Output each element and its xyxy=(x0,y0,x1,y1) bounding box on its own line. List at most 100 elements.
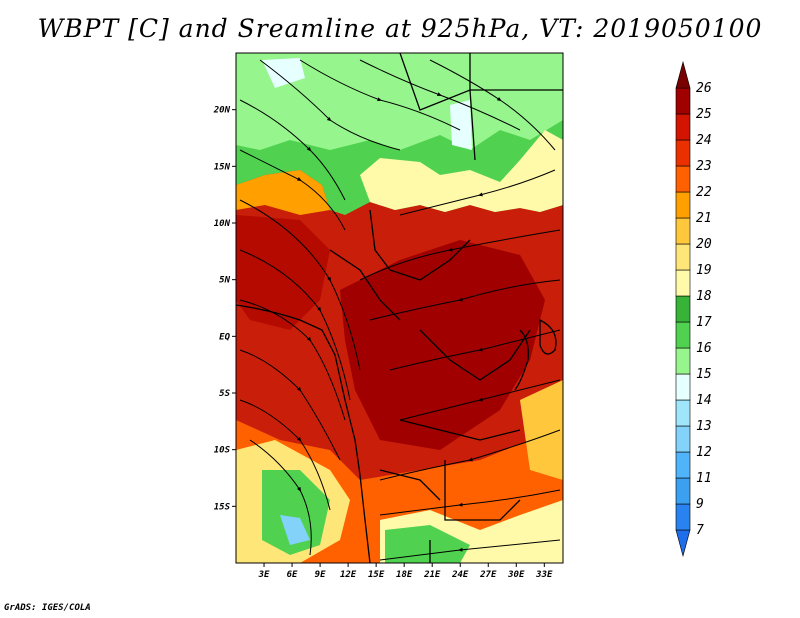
colorbar-label: 19 xyxy=(696,263,712,278)
colorbar-swatch xyxy=(675,451,691,479)
colorbar-swatch xyxy=(675,295,691,323)
colorbar-swatch xyxy=(675,243,691,271)
lat-tick-label: 10N xyxy=(214,219,231,229)
colorbar-swatch xyxy=(675,87,691,115)
wbpt-field-sahel-yellow xyxy=(360,130,563,212)
plot-frame xyxy=(235,52,564,564)
colorbar-swatch xyxy=(675,217,691,245)
colorbar-max-triangle xyxy=(675,60,691,89)
colorbar-swatch xyxy=(675,425,691,453)
lon-tick-label: 27E xyxy=(479,570,497,580)
colorbar-label: 22 xyxy=(696,185,712,200)
colorbar-label: 17 xyxy=(696,315,712,330)
streamline xyxy=(399,379,561,421)
border xyxy=(329,249,401,321)
border xyxy=(469,53,563,91)
colorbar-label: 14 xyxy=(696,393,712,408)
border xyxy=(399,419,521,441)
colorbar-label: 15 xyxy=(696,367,712,382)
colorbar: 7 9 11 12 13 14 15 16 17 18 19 20 21 22 23 24 25 26 xyxy=(675,60,712,558)
coastline xyxy=(236,304,371,563)
colorbar-swatch xyxy=(675,503,691,531)
streamline xyxy=(379,539,561,561)
wbpt-field-east-yellow xyxy=(520,380,563,480)
colorbar-label: 23 xyxy=(696,159,712,174)
colorbar-swatch xyxy=(675,399,691,427)
colorbar-swatch xyxy=(675,113,691,141)
streamline xyxy=(379,429,561,481)
streamline xyxy=(299,59,461,131)
colorbar-swatch xyxy=(675,477,691,505)
wbpt-field-southeast-green xyxy=(385,525,470,563)
streamline xyxy=(239,349,341,461)
colorbar-label: 21 xyxy=(696,211,712,226)
lat-tick-label: 10S xyxy=(214,446,231,456)
streamline xyxy=(239,99,346,201)
lat-tick-label: 15S xyxy=(214,502,231,512)
streamline xyxy=(359,59,521,131)
border xyxy=(369,209,471,281)
colorbar-label: 9 xyxy=(696,497,704,512)
colorbar-swatch xyxy=(675,191,691,219)
colorbar-min-triangle xyxy=(675,529,691,558)
colorbar-label: 26 xyxy=(696,81,712,96)
colorbar-label: 16 xyxy=(696,341,712,356)
colorbar-swatch xyxy=(675,165,691,193)
wbpt-field-north-pale-2 xyxy=(450,100,472,150)
streamline xyxy=(369,279,561,321)
streamline xyxy=(399,169,556,216)
streamline xyxy=(379,489,561,516)
lat-tick-label: 15N xyxy=(214,162,231,172)
wbpt-field-north-pale xyxy=(262,58,305,88)
streamline xyxy=(239,299,346,421)
lake-outline xyxy=(539,318,557,355)
lon-tick-label: 21E xyxy=(423,570,441,580)
plot-area xyxy=(236,53,563,563)
colorbar-swatch xyxy=(675,347,691,375)
colorbar-label: 25 xyxy=(696,107,712,122)
longitude-axis: 3E 6E 9E 12E 15E 18E 21E 24E 27E 30E 33E xyxy=(258,563,553,580)
lon-tick-label: 9E xyxy=(315,570,326,580)
border xyxy=(379,469,441,501)
wbpt-field-west-hot xyxy=(236,215,330,330)
wbpt-field-sahel-orange xyxy=(236,170,330,215)
lon-tick-label: 12E xyxy=(340,570,357,580)
streamline xyxy=(239,249,351,401)
colorbar-label: 20 xyxy=(696,237,712,252)
streamlines xyxy=(239,59,561,561)
wbpt-field-south-green xyxy=(262,470,330,555)
border xyxy=(399,53,476,161)
lon-tick-label: 3E xyxy=(258,570,270,580)
colorbar-swatch xyxy=(675,139,691,167)
lon-tick-label: 15E xyxy=(368,570,385,580)
colorbar-label: 13 xyxy=(696,419,712,434)
lon-tick-label: 18E xyxy=(396,570,413,580)
lon-tick-label: 6E xyxy=(287,570,298,580)
borders xyxy=(236,53,563,563)
streamline xyxy=(259,59,401,151)
streamline xyxy=(239,199,361,371)
lon-tick-label: 30E xyxy=(507,570,525,580)
lake-outline xyxy=(514,329,529,391)
colorbar-swatch xyxy=(675,321,691,349)
lat-tick-label: EQ xyxy=(219,332,230,342)
border xyxy=(444,460,521,521)
lon-tick-label: 33E xyxy=(535,570,553,580)
border xyxy=(419,329,531,381)
colorbar-label: 24 xyxy=(696,133,712,148)
lat-tick-label: 5S xyxy=(219,389,230,399)
colorbar-swatch xyxy=(675,373,691,401)
lon-tick-label: 24E xyxy=(451,570,469,580)
latitude-axis: 20N 15N 10N 5N EQ 5S 10S 15S xyxy=(213,106,236,512)
streamline xyxy=(389,329,561,371)
colorbar-label: 7 xyxy=(696,523,704,538)
wbpt-field-south-blue xyxy=(280,515,310,545)
lat-tick-label: 20N xyxy=(213,106,231,116)
colorbar-label: 11 xyxy=(696,471,712,486)
grads-credit: GrADS: IGES/COLA xyxy=(4,603,91,613)
colorbar-label: 18 xyxy=(696,289,712,304)
colorbar-label: 12 xyxy=(696,445,712,460)
streamline xyxy=(249,439,312,556)
streamline xyxy=(239,149,346,231)
